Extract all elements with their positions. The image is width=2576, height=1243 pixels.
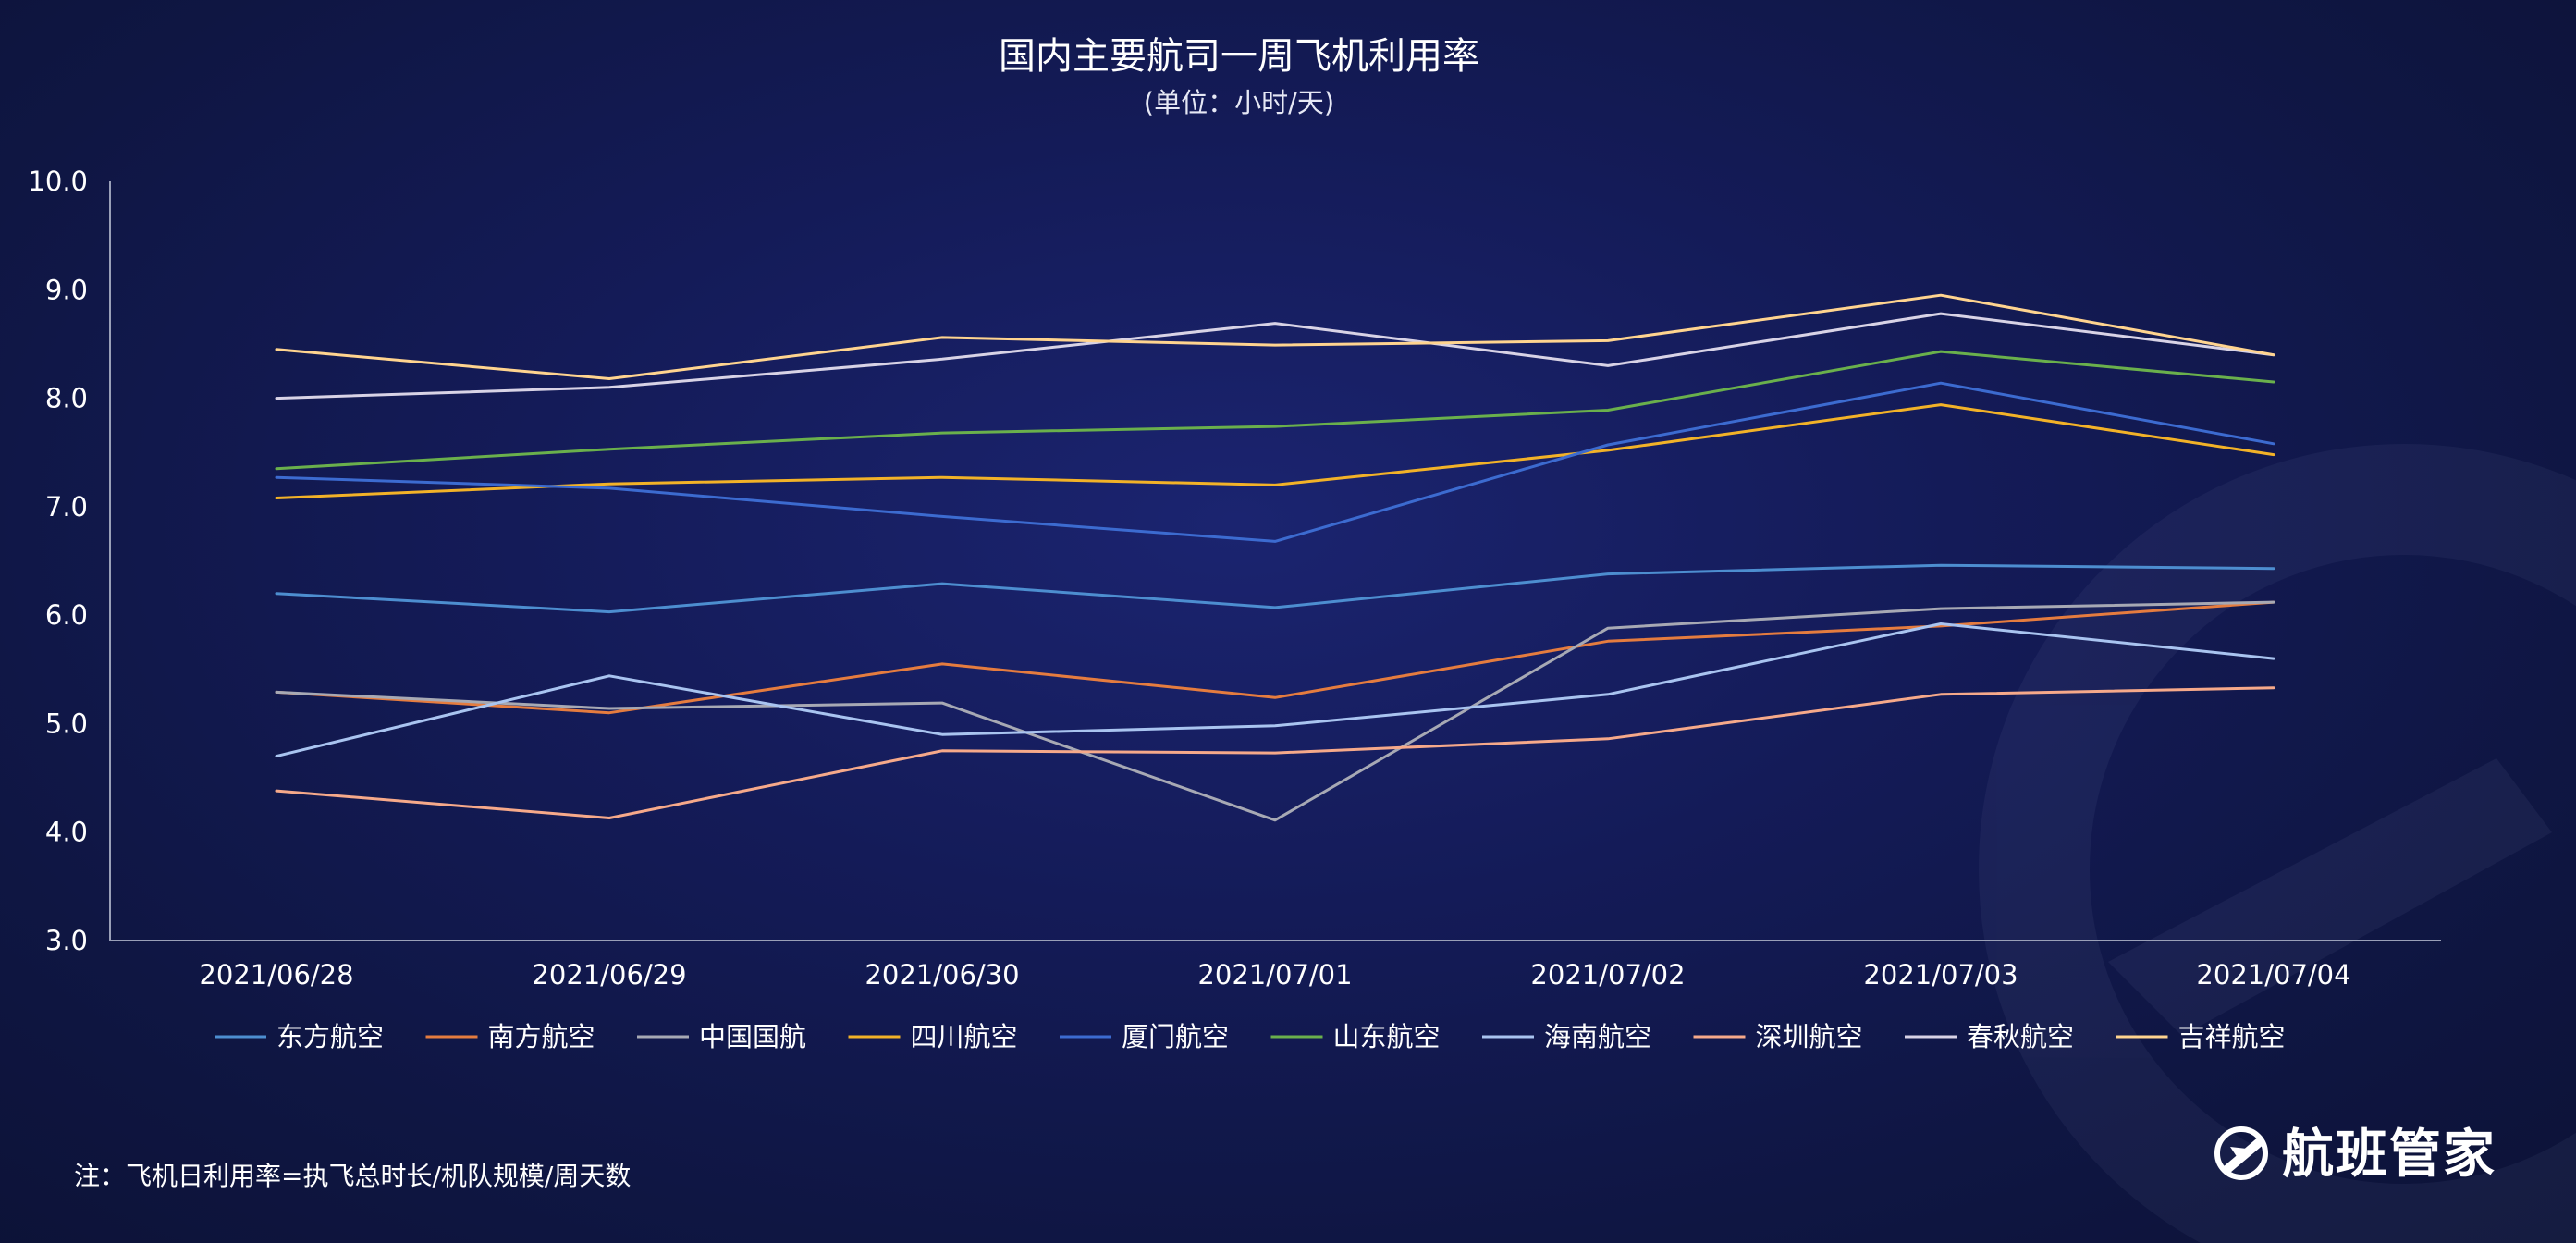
legend-item[interactable]: 海南航空: [1482, 1021, 1651, 1052]
x-tick-label: 2021/06/28: [199, 959, 353, 991]
y-tick-label: 5.0: [45, 708, 88, 739]
series-line-2: [275, 600, 2275, 715]
y-tick-label: 10.0: [28, 166, 88, 197]
brand-logo: 航班管家: [2214, 1125, 2496, 1185]
y-tick-label: 4.0: [45, 817, 88, 848]
y-tick-label: 7.0: [45, 491, 88, 523]
y-tick-label: 9.0: [45, 274, 88, 305]
y-axis-ticks: 3.0 4.0 5.0 6.0 7.0 8.0 9.0 10.0: [28, 166, 88, 956]
brand-logo-text: 航班管家: [2282, 1125, 2496, 1185]
legend-label: 中国国航: [699, 1021, 806, 1052]
legend-label: 东方航空: [276, 1021, 384, 1052]
legend-label: 深圳航空: [1756, 1021, 1863, 1052]
watermark-logo-icon: [1979, 444, 2576, 1243]
x-tick-label: 2021/06/30: [865, 959, 1019, 991]
legend-item[interactable]: 中国国航: [637, 1021, 806, 1052]
legend-item[interactable]: 深圳航空: [1693, 1021, 1863, 1052]
y-tick-label: 8.0: [45, 383, 88, 414]
legend-item[interactable]: 山东航空: [1270, 1021, 1441, 1052]
x-tick-label: 2021/07/03: [1863, 959, 2018, 991]
y-tick-label: 3.0: [45, 925, 88, 956]
legend-item[interactable]: 春秋航空: [1905, 1021, 2074, 1052]
series-line-7: [275, 622, 2275, 758]
legend-label: 四川航空: [911, 1021, 1018, 1052]
plot-area: [275, 293, 2275, 822]
x-axis-ticks: 2021/06/28 2021/06/29 2021/06/30 2021/07/01…: [199, 959, 2350, 991]
series-line-4: [275, 403, 2275, 499]
x-tick-label: 2021/07/04: [2196, 959, 2350, 991]
legend-label: 厦门航空: [1122, 1021, 1229, 1052]
series-line-6: [275, 350, 2275, 471]
legend-label: 山东航空: [1333, 1021, 1441, 1052]
series-line-10: [275, 293, 2275, 380]
legend-item[interactable]: 南方航空: [425, 1021, 595, 1052]
footnote: 注：飞机日利用率=执飞总时长/机队规模/周天数: [74, 1161, 631, 1191]
y-tick-label: 6.0: [45, 599, 88, 631]
series-line-1: [275, 563, 2275, 614]
series-line-5: [275, 381, 2275, 543]
legend: 东方航空 南方航空 中国国航 四川航空 厦门航空 山东航空 海南航空 深圳航空 春秋航空 吉祥航空: [215, 1021, 2286, 1052]
legend-label: 南方航空: [488, 1021, 595, 1052]
chart-title: 国内主要航司一周飞机利用率: [999, 35, 1479, 78]
legend-item[interactable]: 吉祥航空: [2116, 1021, 2286, 1052]
legend-item[interactable]: 东方航空: [215, 1021, 384, 1052]
x-tick-label: 2021/07/02: [1530, 959, 1685, 991]
airplane-circle-icon: [2214, 1126, 2268, 1180]
x-tick-label: 2021/06/29: [532, 959, 686, 991]
series-line-9: [275, 312, 2275, 400]
chart-subtitle: (单位：小时/天): [1144, 87, 1334, 118]
legend-label: 春秋航空: [1967, 1021, 2074, 1052]
series-line-8: [275, 686, 2275, 819]
legend-item[interactable]: 四川航空: [848, 1021, 1018, 1052]
legend-item[interactable]: 厦门航空: [1060, 1021, 1229, 1052]
legend-label: 吉祥航空: [2178, 1021, 2286, 1052]
series-line-3: [275, 600, 2275, 822]
x-tick-label: 2021/07/01: [1197, 959, 1352, 991]
legend-label: 海南航空: [1544, 1021, 1651, 1052]
